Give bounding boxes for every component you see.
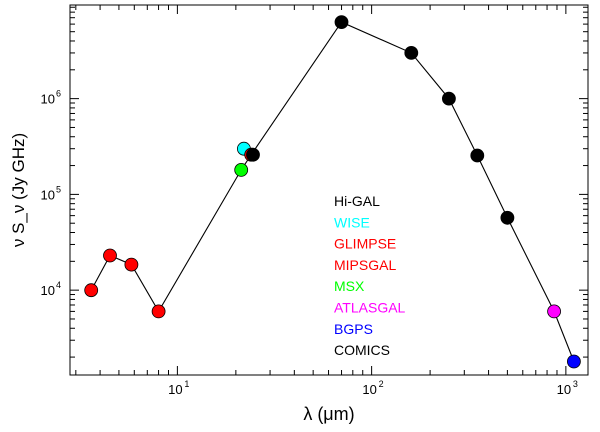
x-tick-label-exponent: 1 [184,379,189,389]
point-hi-gal [500,210,515,225]
x-axis-label: λ (μm) [303,404,354,424]
legend-entry-atlasgal: ATLASGAL [334,300,406,316]
legend-entry-comics: COMICS [334,342,390,358]
y-tick-label-exponent: 4 [56,280,61,290]
x-tick-label: 10 [557,382,571,397]
data-points [84,15,581,369]
x-tick-label-exponent: 2 [379,379,384,389]
point-atlasgal [547,304,561,319]
point-comics [246,147,260,162]
y-tick-label: 10 [41,92,55,107]
point-glimpse [84,283,99,298]
x-tick-label: 10 [168,382,182,397]
point-bgps [567,354,581,369]
y-tick-label: 10 [41,283,55,298]
legend-entry-glimpse: GLIMPSE [334,236,396,252]
legend-entry-wise: WISE [334,214,370,230]
point-glimpse [103,248,117,263]
legend: Hi-GAL WISE GLIMPSE MIPSGAL MSX ATLASGAL BGPS C… [334,193,406,358]
point-hi-gal [404,46,419,60]
legend-entry-msx: MSX [334,278,365,294]
y-axis-label: ν S_ν (Jy GHz) [9,133,28,247]
point-hi-gal [441,91,456,106]
y-tick-label-exponent: 5 [56,184,61,194]
point-msx [234,162,249,177]
point-glimpse [124,257,139,272]
legend-entry-bgps: BGPS [334,321,373,337]
x-tick-label-exponent: 3 [573,379,578,389]
tick-marks [70,5,588,375]
y-tick-label: 10 [41,187,55,202]
point-glimpse [151,304,166,319]
legend-entry-hi-gal: Hi-GAL [334,193,380,209]
y-tick-label-exponent: 6 [56,89,61,99]
legend-entry-mipsgal: MIPSGAL [334,257,396,273]
x-tick-label: 10 [362,382,376,397]
plot-frame [69,4,589,376]
point-hi-gal [470,148,485,163]
point-hi-gal [334,15,349,30]
